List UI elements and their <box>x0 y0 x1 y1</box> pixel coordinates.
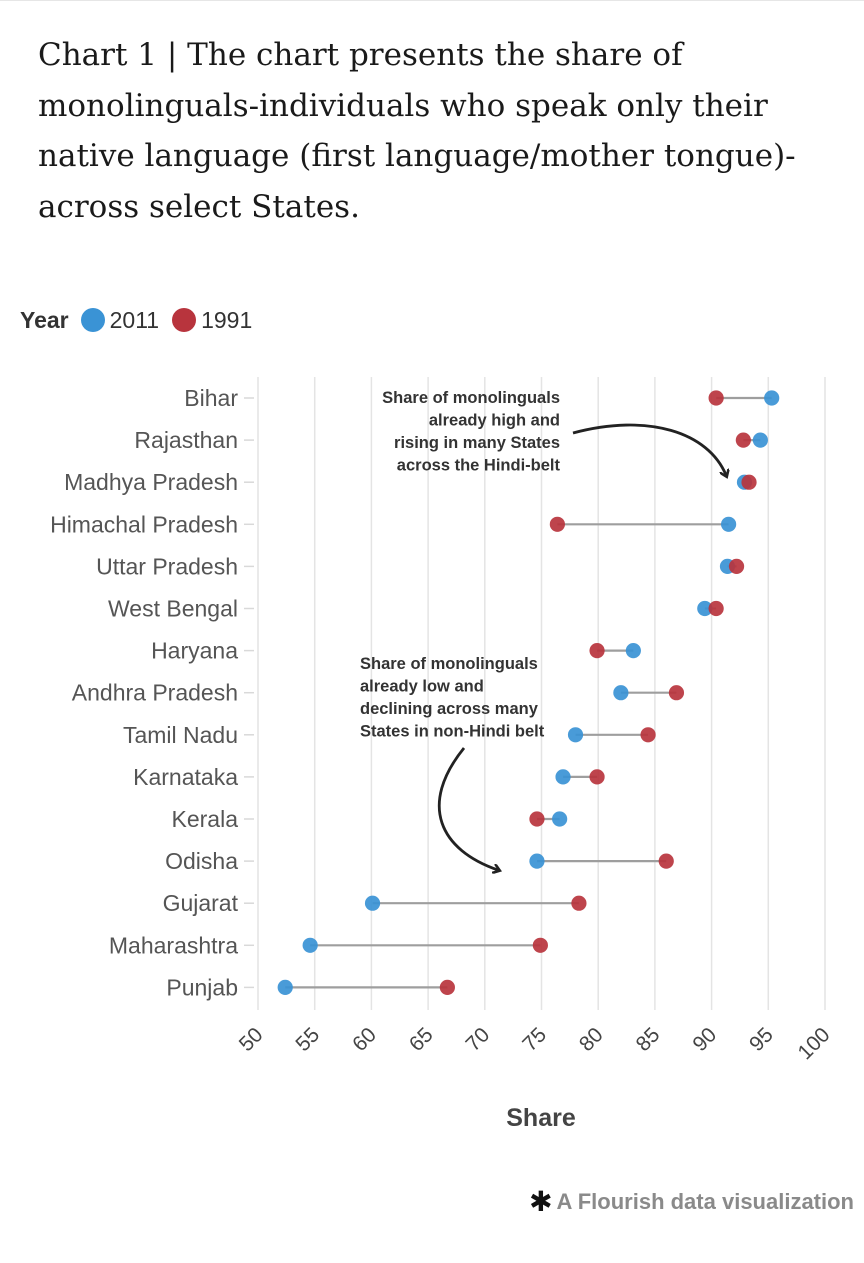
point-1991-gujarat <box>571 895 587 911</box>
point-2011-kerala <box>552 811 568 827</box>
point-1991-uttar-pradesh <box>728 558 745 575</box>
legend-label-2011: 2011 <box>109 306 160 333</box>
point-1991-himachal-pradesh <box>549 516 565 532</box>
annotation-non-hindi-line-2: already low and <box>360 678 484 696</box>
point-1991-karnataka <box>589 769 605 785</box>
point-1991-kerala <box>529 811 545 827</box>
annotation-non-hindi-line-3: declining across many <box>360 700 539 718</box>
x-tick-label-100: 100 <box>793 1023 834 1064</box>
point-1991-rajasthan <box>735 432 751 448</box>
legend-label-1991: 1991 <box>201 306 253 333</box>
x-tick-label-95: 95 <box>745 1023 778 1056</box>
annotation-non-hindi-line-1: Share of monolinguals <box>360 655 538 673</box>
y-label-tamil-nadu: Tamil Nadu <box>123 722 238 748</box>
y-label-west-bengal: West Bengal <box>108 596 238 622</box>
y-label-gujarat: Gujarat <box>163 890 239 916</box>
y-label-andhra-pradesh: Andhra Pradesh <box>72 680 238 706</box>
y-label-himachal-pradesh: Himachal Pradesh <box>50 511 238 537</box>
annotation-hindi-belt-line-1: Share of monolinguals <box>382 389 560 407</box>
point-1991-maharashtra <box>532 937 548 953</box>
point-2011-rajasthan <box>752 432 768 448</box>
x-axis-title: Share <box>506 1104 576 1132</box>
y-label-maharashtra: Maharashtra <box>109 932 238 958</box>
annotation-hindi-belt-line-4: across the Hindi-belt <box>397 457 561 475</box>
x-tick-label-60: 60 <box>348 1023 381 1056</box>
y-label-punjab: Punjab <box>166 974 238 1000</box>
y-label-bihar: Bihar <box>184 385 238 411</box>
y-label-kerala: Kerala <box>172 806 239 832</box>
x-tick-label-70: 70 <box>462 1023 495 1056</box>
x-tick-label-50: 50 <box>235 1023 268 1056</box>
point-1991-madhya-pradesh <box>741 474 757 490</box>
point-1991-tamil-nadu <box>640 727 656 743</box>
dumbbell-chart: Bihar Rajasthan Madhya Pradesh Himachal Pra… <box>50 377 835 1132</box>
point-1991-andhra-pradesh <box>668 685 685 701</box>
y-label-odisha: Odisha <box>165 848 238 874</box>
point-1991-bihar <box>708 390 724 406</box>
legend-item-2011[interactable]: 2011 <box>80 306 160 334</box>
point-1991-odisha <box>658 853 674 869</box>
x-tick-label-90: 90 <box>688 1023 721 1056</box>
x-tick-label-55: 55 <box>291 1023 324 1056</box>
legend-swatch-2011 <box>80 308 105 332</box>
y-label-haryana: Haryana <box>151 638 238 664</box>
point-2011-tamil-nadu <box>567 727 584 743</box>
point-2011-haryana <box>625 643 641 659</box>
flourish-credit-text: A Flourish data visualization <box>556 1189 854 1214</box>
y-label-uttar-pradesh: Uttar Pradesh <box>96 553 238 579</box>
point-2011-odisha <box>529 853 545 869</box>
y-label-karnataka: Karnataka <box>133 764 238 790</box>
legend-swatch-1991 <box>172 308 197 332</box>
y-label-rajasthan: Rajasthan <box>134 427 238 453</box>
point-1991-west-bengal <box>708 600 724 617</box>
point-2011-maharashtra <box>302 937 318 953</box>
y-label-madhya-pradesh: Madhya Pradesh <box>64 469 238 495</box>
point-1991-haryana <box>589 643 605 659</box>
flourish-credit[interactable]: ✱ A Flourish data visualization <box>529 1188 854 1216</box>
point-2011-west-bengal <box>697 600 713 617</box>
legend-item-1991[interactable]: 1991 <box>172 307 252 334</box>
flourish-star-icon: ✱ <box>529 1186 553 1217</box>
annotation-hindi-belt-line-3: rising in many States <box>394 434 560 452</box>
chart-title: Chart 1 | The chart presents the share o… <box>38 37 796 225</box>
x-tick-label-65: 65 <box>405 1023 438 1056</box>
legend: Year 2011 1991 <box>20 304 265 336</box>
annotation-non-hindi-line-4: States in non-Hindi belt <box>360 723 545 741</box>
point-2011-andhra-pradesh <box>613 685 629 701</box>
annotation-hindi-belt-arrow <box>572 423 726 475</box>
point-2011-punjab <box>277 979 293 996</box>
annotation-non-hindi-arrow <box>437 747 498 870</box>
x-tick-label-85: 85 <box>632 1023 665 1056</box>
point-2011-himachal-pradesh <box>721 516 737 532</box>
annotation-hindi-belt-line-2: already high and <box>429 412 560 430</box>
point-2011-gujarat <box>364 895 381 911</box>
legend-title: Year <box>20 306 69 333</box>
top-divider <box>0 0 864 1</box>
x-tick-label-80: 80 <box>575 1023 608 1056</box>
x-tick-label-75: 75 <box>518 1023 551 1056</box>
point-1991-punjab <box>439 979 455 996</box>
point-2011-karnataka <box>555 769 571 785</box>
point-2011-bihar <box>764 390 780 406</box>
